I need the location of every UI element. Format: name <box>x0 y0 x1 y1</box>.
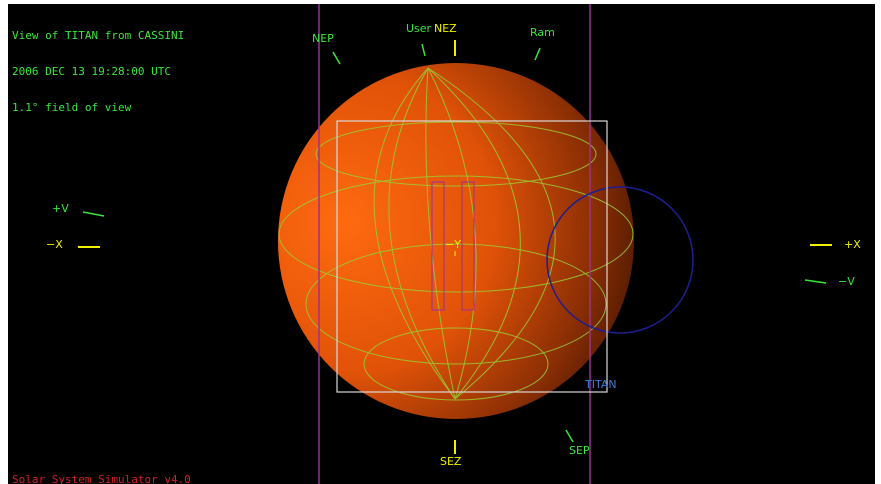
scene: NEP User NEZ Ram +V −X +X −V −Y TITAN SE… <box>46 4 861 484</box>
yellow-ticks <box>78 40 832 454</box>
label-ram: Ram <box>530 26 555 39</box>
view-info: View of TITAN from CASSINI 2006 DEC 13 1… <box>12 6 184 138</box>
field-of-view: 1.1° field of view <box>12 101 132 114</box>
label-minus-y: −Y <box>445 238 461 251</box>
instrument-slit-right <box>461 181 475 311</box>
view-title: View of TITAN from CASSINI <box>12 29 185 42</box>
green-ticks <box>82 43 827 443</box>
titan-globe <box>278 63 634 419</box>
label-user: User <box>406 22 432 35</box>
fov-box <box>336 120 608 393</box>
label-plus-v: +V <box>52 202 69 215</box>
titan-outline-circle <box>546 186 694 334</box>
instrument-slit-left <box>431 181 445 311</box>
label-minus-v: −V <box>838 275 855 288</box>
label-sez: SEZ <box>440 455 462 468</box>
label-minus-x: −X <box>46 238 63 251</box>
label-titan: TITAN <box>584 378 617 391</box>
view-timestamp: 2006 DEC 13 19:28:00 UTC <box>12 65 171 78</box>
viewer-canvas[interactable]: NEP User NEZ Ram +V −X +X −V −Y TITAN SE… <box>8 4 875 484</box>
app-name: Solar System Simulator v4.0 <box>12 473 191 484</box>
label-sep: SEP <box>569 444 590 457</box>
label-nez: NEZ <box>434 22 457 35</box>
label-nep: NEP <box>312 32 334 45</box>
label-plus-x: +X <box>844 238 861 251</box>
